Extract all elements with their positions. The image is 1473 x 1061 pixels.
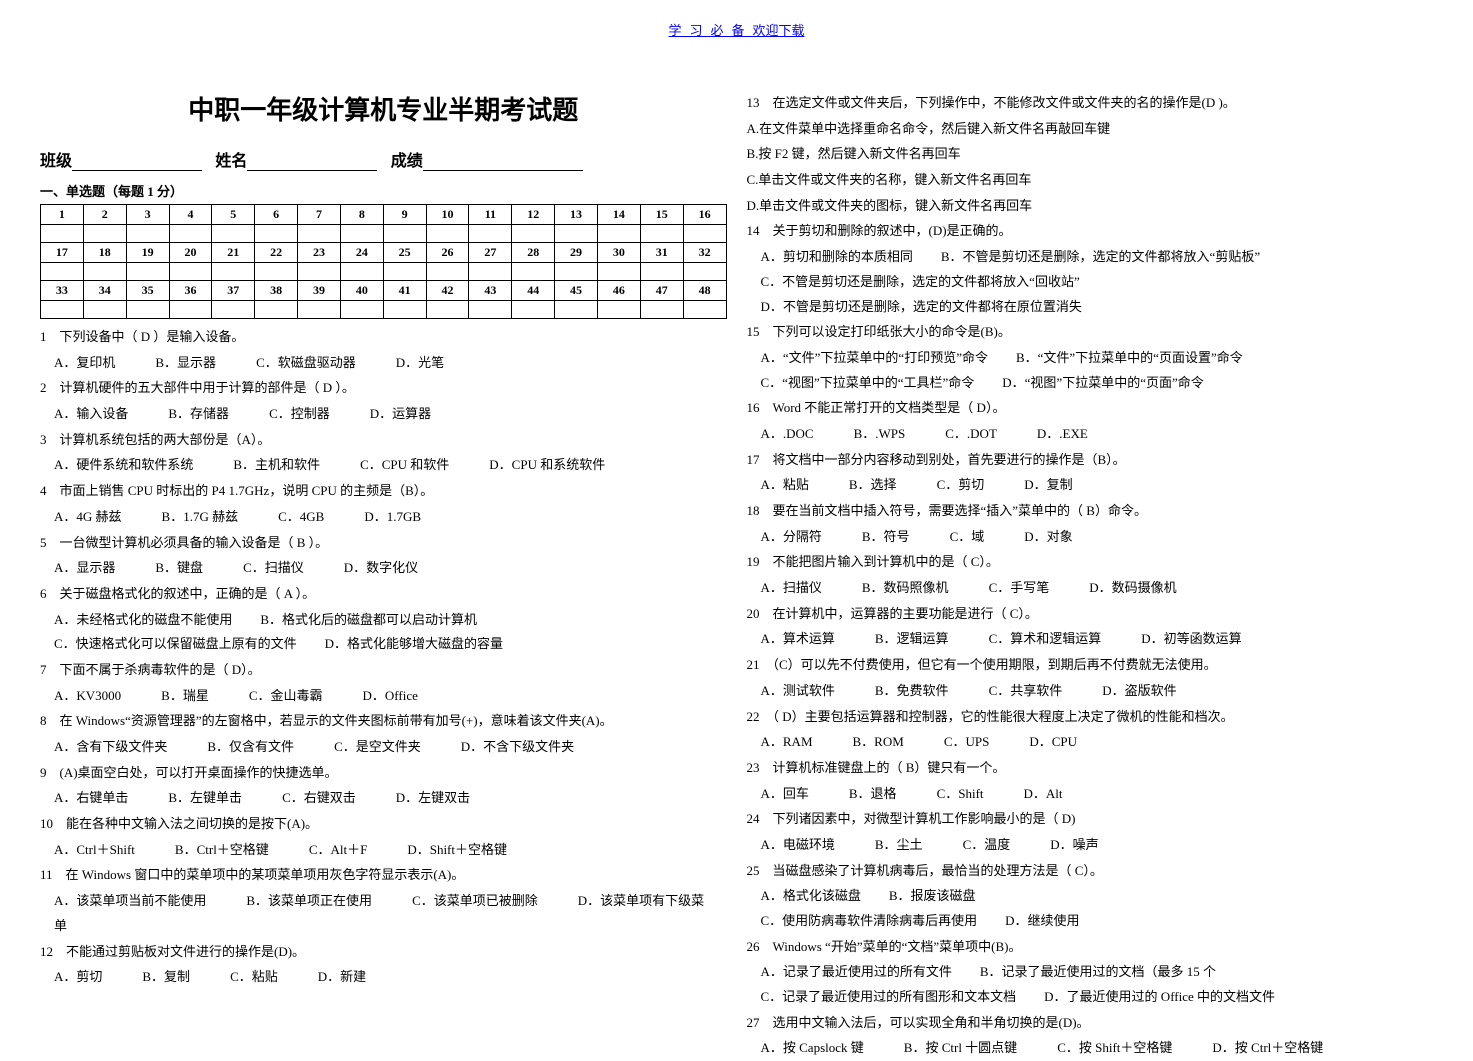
question-option: C.单击文件或文件夹的名称，键入新文件名再回车 <box>747 168 1434 193</box>
left-column: 中职一年级计算机专业半期考试题 班级 姓名 成绩 一、单选题（每题 1 分） 1… <box>30 90 737 1061</box>
question-options: A．“文件”下拉菜单中的“打印预览”命令B．“文件”下拉菜单中的“页面设置”命令 <box>747 346 1434 371</box>
question-stem: 10 能在各种中文输入法之间切换的是按下(A)。 <box>40 812 727 837</box>
question-stem: 7 下面不属于杀病毒软件的是（ D）。 <box>40 658 727 683</box>
question-stem: 22 （ D）主要包括运算器和控制器，它的性能很大程度上决定了微机的性能和档次。 <box>747 705 1434 730</box>
question-options: C．不管是剪切还是删除，选定的文件都将放入“回收站”D．不管是剪切还是删除，选定… <box>747 270 1434 319</box>
question-stem: 26 Windows “开始”菜单的“文档”菜单项中(B)。 <box>747 935 1434 960</box>
grid-row-3-blank <box>41 301 727 319</box>
question-options: A．剪切B．复制C．粘贴D．新建 <box>40 965 727 990</box>
question-options: A．测试软件B．免费软件C．共享软件D．盗版软件 <box>747 679 1434 704</box>
question-stem: 17 将文档中一部分内容移动到别处，首先要进行的操作是（B）。 <box>747 448 1434 473</box>
question-options: A．回车B．退格C．ShiftD．Alt <box>747 782 1434 807</box>
name-blank <box>247 155 377 171</box>
exam-title: 中职一年级计算机专业半期考试题 <box>40 90 727 127</box>
grid-row-1: 1234 5678 9101112 13141516 <box>41 205 727 225</box>
right-questions: 13 在选定文件或文件夹后，下列操作中，不能修改文件或文件夹的名的操作是(D )… <box>747 91 1434 1061</box>
question-options: C．使用防病毒软件清除病毒后再使用D．继续使用 <box>747 909 1434 934</box>
question-stem: 6 关于磁盘格式化的叙述中，正确的是（ A ）。 <box>40 582 727 607</box>
header-link: 学习必备欢迎下载 <box>668 20 804 39</box>
header-left: 学习必备 <box>668 23 752 38</box>
question-stem: 12 不能通过剪贴板对文件进行的操作是(D)。 <box>40 940 727 965</box>
question-options: A．剪切和删除的本质相同B．不管是剪切还是删除，选定的文件都将放入“剪贴板” <box>747 245 1434 270</box>
question-option: A.在文件菜单中选择重命名命令，然后键入新文件名再敲回车键 <box>747 117 1434 142</box>
question-options: A．输入设备B．存储器C．控制器D．运算器 <box>40 402 727 427</box>
score-blank <box>423 155 583 171</box>
header-right: 欢迎下载 <box>753 23 805 38</box>
question-stem: 1 下列设备中（ D ）是输入设备。 <box>40 325 727 350</box>
question-options: A．Ctrl＋ShiftB．Ctrl＋空格键C．Alt＋FD．Shift＋空格键 <box>40 838 727 863</box>
question-options: A．该菜单项当前不能使用B．该菜单项正在使用C．该菜单项已被删除D．该菜单项有下… <box>40 889 727 938</box>
question-stem: 27 选用中文输入法后，可以实现全角和半角切换的是(D)。 <box>747 1011 1434 1036</box>
question-stem: 14 关于剪切和删除的叙述中，(D)是正确的。 <box>747 219 1434 244</box>
question-option: B.按 F2 键，然后键入新文件名再回车 <box>747 142 1434 167</box>
question-options: A．扫描仪B．数码照像机C．手写笔D．数码摄像机 <box>747 576 1434 601</box>
score-label: 成绩 <box>391 153 423 170</box>
question-stem: 25 当磁盘感染了计算机病毒后，最恰当的处理方法是（ C）。 <box>747 859 1434 884</box>
question-options: A．复印机B．显示器C．软磁盘驱动器D．光笔 <box>40 351 727 376</box>
question-options: A．.DOCB．.WPSC．.DOTD．.EXE <box>747 422 1434 447</box>
question-options: A．含有下级文件夹B．仅含有文件C．是空文件夹D．不含下级文件夹 <box>40 735 727 760</box>
question-options: A．硬件系统和软件系统B．主机和软件C．CPU 和软件D．CPU 和系统软件 <box>40 453 727 478</box>
question-stem: 24 下列诸因素中，对微型计算机工作影响最小的是（ D) <box>747 807 1434 832</box>
question-stem: 3 计算机系统包括的两大部份是（A）。 <box>40 428 727 453</box>
question-options: A．按 Capslock 键B．按 Ctrl 十圆点键C．按 Shift＋空格键… <box>747 1036 1434 1061</box>
question-options: C．记录了最近使用过的所有图形和文本文档D．了最近使用过的 Office 中的文… <box>747 985 1434 1010</box>
grid-row-2: 17181920 21222324 25262728 29303132 <box>41 243 727 263</box>
question-stem: 15 下列可以设定打印纸张大小的命令是(B)。 <box>747 320 1434 345</box>
question-stem: 18 要在当前文档中插入符号，需要选择“插入”菜单中的（ B）命令。 <box>747 499 1434 524</box>
question-stem: 19 不能把图片输入到计算机中的是（ C）。 <box>747 550 1434 575</box>
question-options: C．快速格式化可以保留磁盘上原有的文件D．格式化能够增大磁盘的容量 <box>40 632 727 657</box>
question-stem: 16 Word 不能正常打开的文档类型是（ D）。 <box>747 396 1434 421</box>
question-options: A．电磁环境B．尘土C．温度D．噪声 <box>747 833 1434 858</box>
info-line: 班级 姓名 成绩 <box>40 147 727 171</box>
question-options: A．KV3000B．瑞星C．金山毒霸D．Office <box>40 684 727 709</box>
question-option: D.单击文件或文件夹的图标，键入新文件名再回车 <box>747 194 1434 219</box>
class-blank <box>72 155 202 171</box>
question-stem: 8 在 Windows“资源管理器”的左窗格中，若显示的文件夹图标前带有加号(+… <box>40 709 727 734</box>
grid-row-1-blank <box>41 225 727 243</box>
question-options: A．右键单击B．左键单击C．右键双击D．左键双击 <box>40 786 727 811</box>
right-column: 13 在选定文件或文件夹后，下列操作中，不能修改文件或文件夹的名的操作是(D )… <box>737 90 1444 1061</box>
question-options: A．未经格式化的磁盘不能使用B．格式化后的磁盘都可以启动计算机 <box>40 608 727 633</box>
question-options: A．记录了最近使用过的所有文件B．记录了最近使用过的文档（最多 15 个 <box>747 960 1434 985</box>
question-stem: 23 计算机标准键盘上的（ B）键只有一个。 <box>747 756 1434 781</box>
question-stem: 11 在 Windows 窗口中的菜单项中的某项菜单项用灰色字符显示表示(A)。 <box>40 863 727 888</box>
question-options: C．“视图”下拉菜单中的“工具栏”命令D．“视图”下拉菜单中的“页面”命令 <box>747 371 1434 396</box>
grid-row-2-blank <box>41 263 727 281</box>
class-label: 班级 <box>40 153 72 170</box>
answer-grid: 1234 5678 9101112 13141516 17181920 2122… <box>40 204 727 319</box>
grid-row-3: 33343536 37383940 41424344 45464748 <box>41 281 727 301</box>
question-options: A．分隔符B．符号C．域D．对象 <box>747 525 1434 550</box>
question-options: A．格式化该磁盘B．报废该磁盘 <box>747 884 1434 909</box>
left-questions: 1 下列设备中（ D ）是输入设备。A．复印机B．显示器C．软磁盘驱动器D．光笔… <box>40 325 727 990</box>
question-stem: 20 在计算机中，运算器的主要功能是进行（ C）。 <box>747 602 1434 627</box>
question-options: A．算术运算B．逻辑运算C．算术和逻辑运算D．初等函数运算 <box>747 627 1434 652</box>
question-stem: 21 （C）可以先不付费使用，但它有一个使用期限，到期后再不付费就无法使用。 <box>747 653 1434 678</box>
name-label: 姓名 <box>215 153 247 170</box>
question-stem: 2 计算机硬件的五大部件中用于计算的部件是（ D ）。 <box>40 376 727 401</box>
question-options: A．RAMB．ROMC．UPSD．CPU <box>747 730 1434 755</box>
question-options: A．粘贴B．选择C．剪切D．复制 <box>747 473 1434 498</box>
question-stem: 4 市面上销售 CPU 时标出的 P4 1.7GHz，说明 CPU 的主频是（B… <box>40 479 727 504</box>
question-stem: 5 一台微型计算机必须具备的输入设备是（ B ）。 <box>40 531 727 556</box>
question-options: A．4G 赫兹B．1.7G 赫兹C．4GBD．1.7GB <box>40 505 727 530</box>
question-stem: 13 在选定文件或文件夹后，下列操作中，不能修改文件或文件夹的名的操作是(D )… <box>747 91 1434 116</box>
section-1-head: 一、单选题（每题 1 分） <box>40 181 727 200</box>
question-stem: 9 (A)桌面空白处，可以打开桌面操作的快捷选单。 <box>40 761 727 786</box>
question-options: A．显示器B．键盘C．扫描仪D．数字化仪 <box>40 556 727 581</box>
